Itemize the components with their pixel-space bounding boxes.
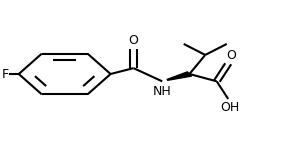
Polygon shape: [167, 72, 192, 80]
Text: O: O: [226, 49, 236, 62]
Text: NH: NH: [153, 85, 172, 98]
Text: O: O: [128, 34, 138, 47]
Text: F: F: [1, 67, 9, 81]
Text: OH: OH: [220, 101, 239, 114]
